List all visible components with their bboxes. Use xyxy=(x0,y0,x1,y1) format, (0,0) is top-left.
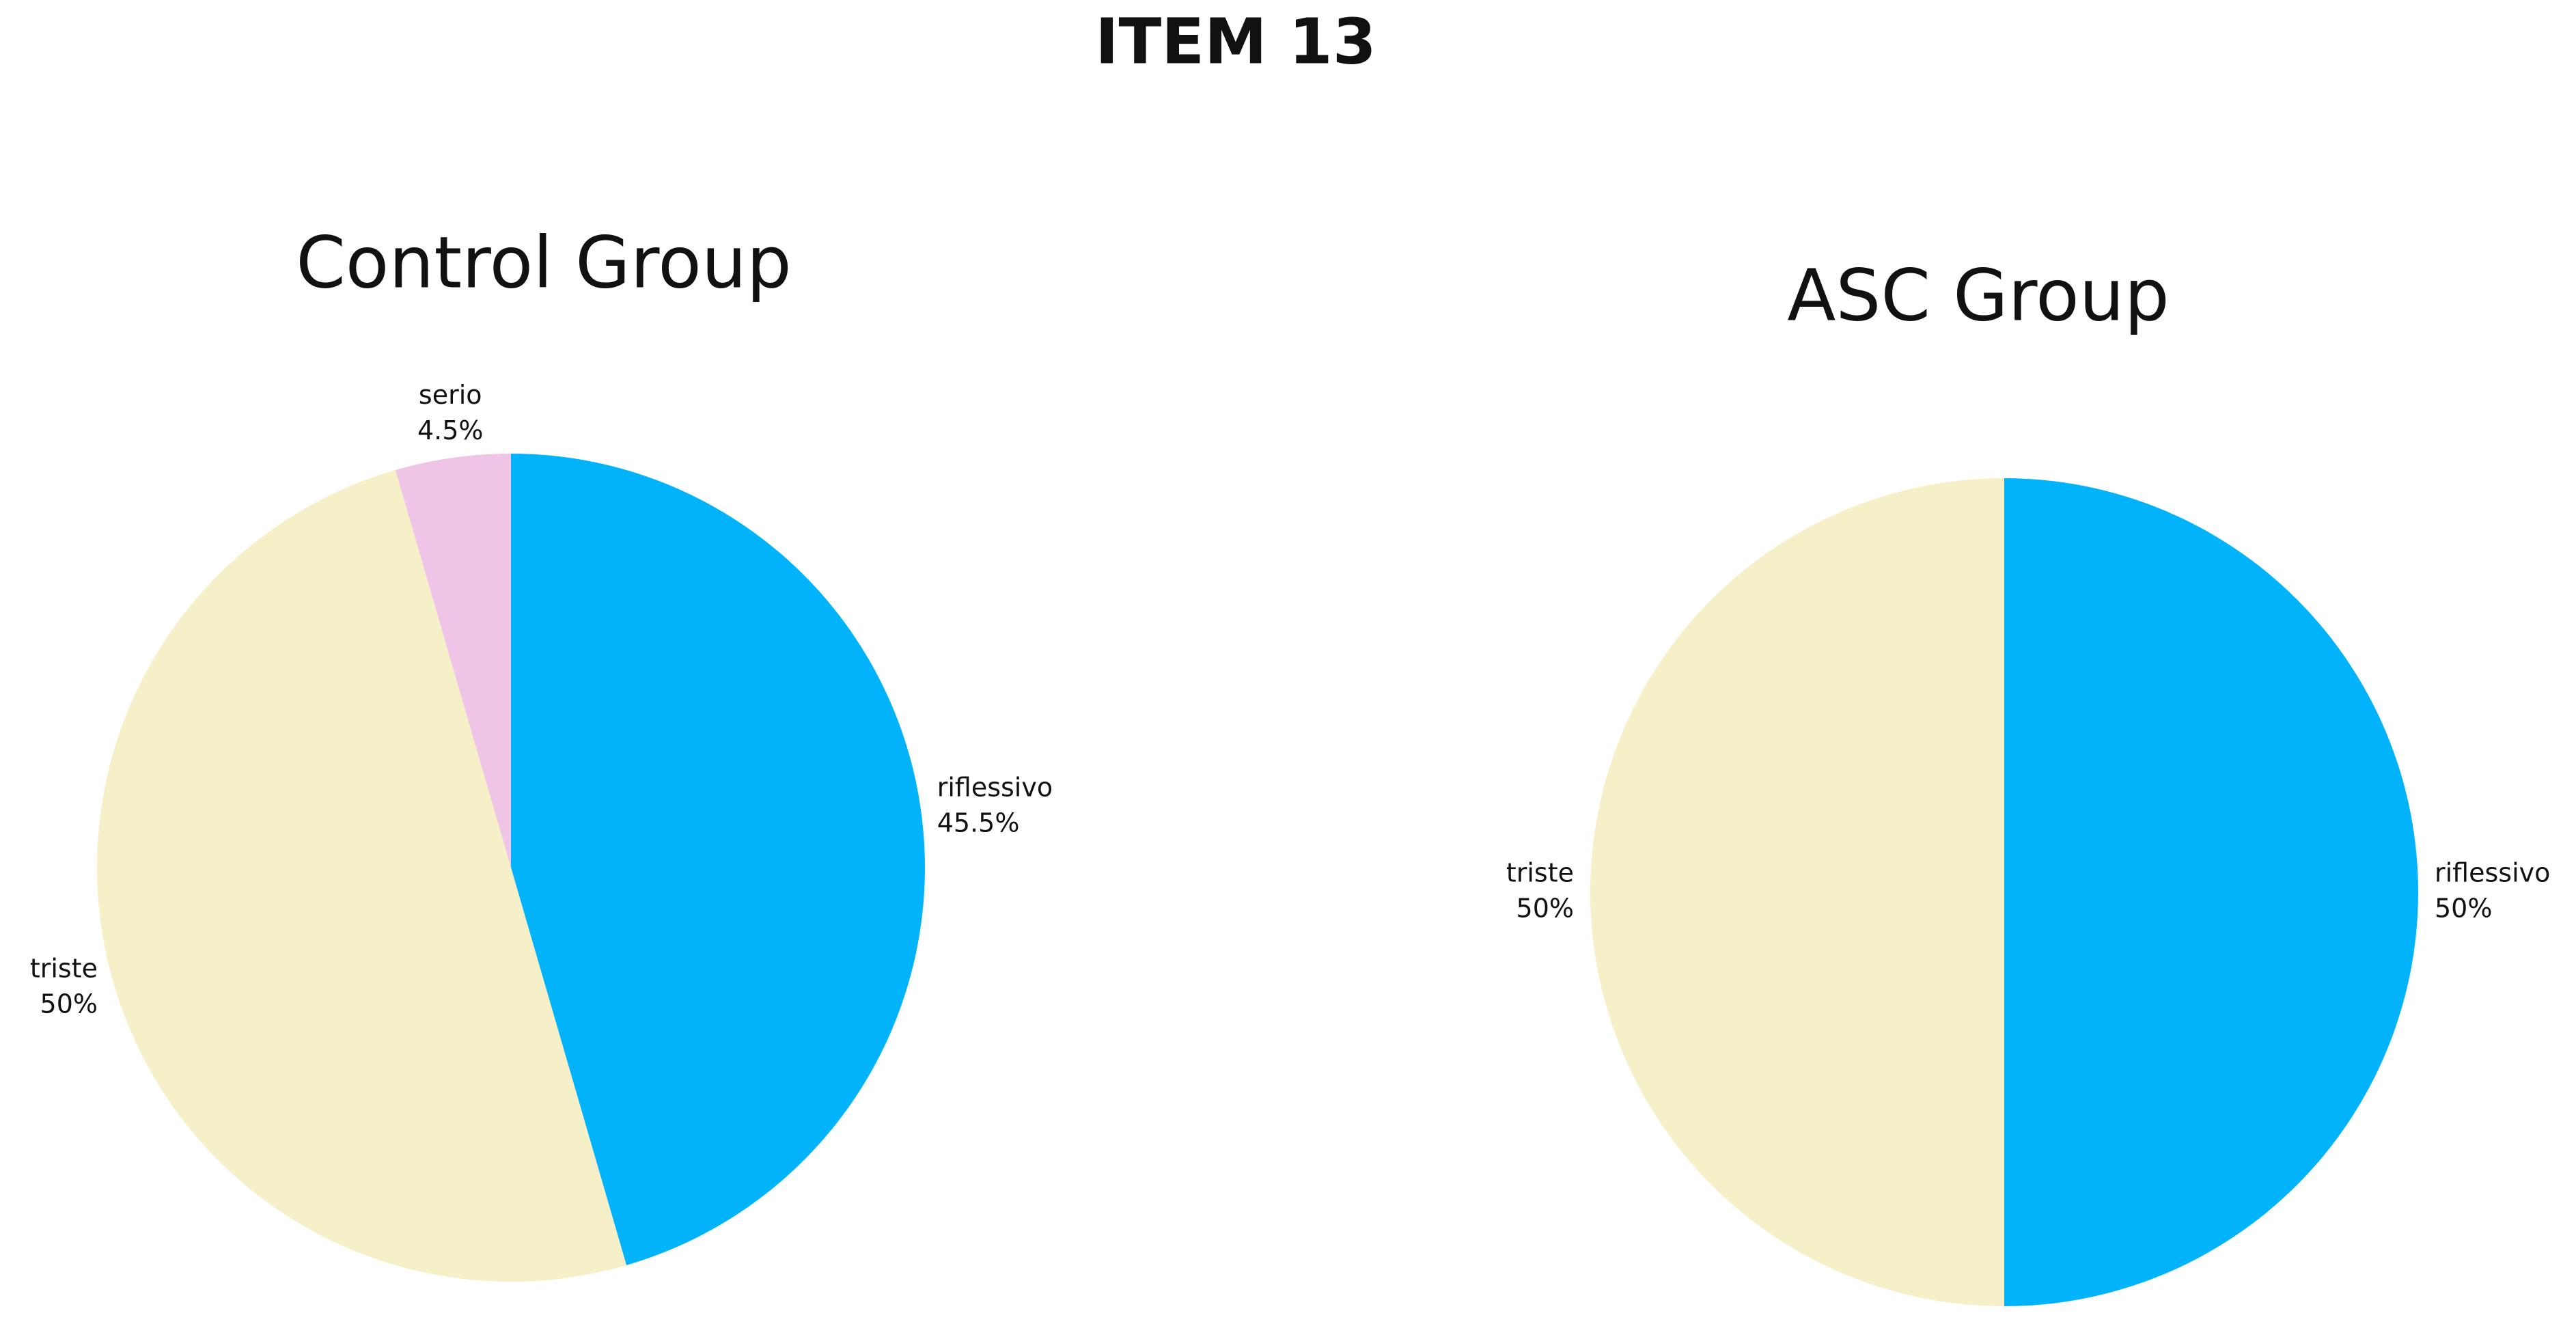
slice-label: triste xyxy=(1506,858,1574,888)
pie-slice xyxy=(1590,478,2004,1306)
pie-slice xyxy=(395,454,511,868)
slice-value-label: 50% xyxy=(40,989,98,1019)
slice-value-label: 50% xyxy=(2435,894,2492,924)
pie-slice xyxy=(2004,478,2418,1306)
pie-slice xyxy=(97,470,627,1282)
pie-slice xyxy=(511,454,926,1265)
slice-value-label: 4.5% xyxy=(417,415,484,445)
slice-label: serio xyxy=(419,380,482,410)
slice-value-label: 45.5% xyxy=(937,808,1020,838)
chart-title: ASC Group xyxy=(1787,253,2169,337)
chart-title: Control Group xyxy=(296,221,792,304)
slice-label: riflessivo xyxy=(2435,858,2550,888)
slice-value-label: 50% xyxy=(1516,894,1574,924)
slice-label: riflessivo xyxy=(937,773,1053,803)
slice-label: triste xyxy=(30,953,98,983)
main-title: ITEM 13 xyxy=(1095,5,1376,78)
